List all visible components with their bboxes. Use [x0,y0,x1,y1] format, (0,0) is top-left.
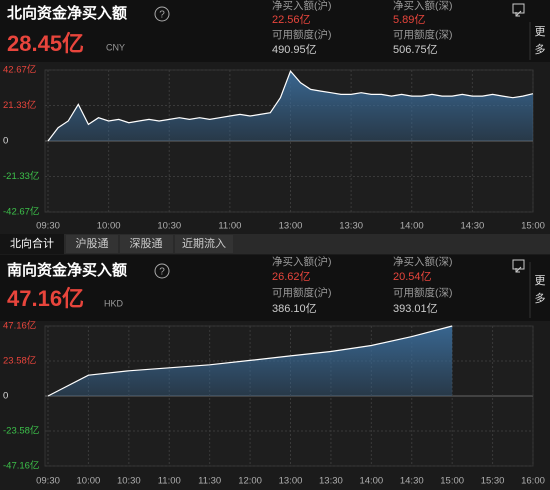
area [48,71,533,141]
stat-value: 506.75亿 [393,43,438,56]
tab[interactable] [175,235,233,253]
x-tick-label: 10:30 [117,476,141,487]
stat-value: 393.01亿 [393,302,438,315]
stat-value: 20.54亿 [393,270,432,283]
south-header [0,255,550,321]
tab-label[interactable]: 近期流入 [182,236,226,250]
tab[interactable] [66,235,118,253]
stat-label: 净买入额(深) [393,0,453,12]
tab-label[interactable]: 深股通 [130,237,163,250]
x-tick-label: 15:30 [481,476,505,487]
stat-label: 净买入额(沪) [272,0,332,12]
stat-label: 可用额度(沪) [272,286,332,299]
x-tick-label: 12:00 [238,476,262,487]
tab[interactable] [120,235,173,253]
x-tick-label: 14:30 [460,221,484,232]
screen-icon[interactable] [512,259,525,273]
y-tick-label: -42.67亿 [3,206,39,218]
x-tick-label: 10:00 [97,221,121,232]
help-icon[interactable] [154,6,170,22]
x-tick-label: 15:00 [521,221,545,232]
y-tick-label: 0 [3,391,8,402]
stat-value: 490.95亿 [272,43,317,56]
x-tick-label: 14:00 [359,476,383,487]
tab-label[interactable]: 沪股通 [76,236,109,250]
south-currency: HKD [104,298,124,308]
screen-icon[interactable] [512,3,525,17]
help-icon-glyph: ? [159,10,165,21]
x-tick-label: 13:30 [339,221,363,232]
y-tick-label: 23.58亿 [3,355,36,367]
stat-value: 386.10亿 [272,302,317,315]
x-tick-label: 09:30 [36,476,60,487]
x-tick-label: 11:30 [198,476,221,487]
y-tick-label: 0 [3,136,8,147]
y-tick-label: -47.16亿 [3,460,39,472]
south-net: 47.16亿 [7,286,84,311]
north-header [0,0,550,62]
more-button[interactable]: 更 [535,26,546,38]
y-tick-label: -23.58亿 [3,425,39,437]
x-tick-label: 09:30 [36,221,60,232]
x-tick-label: 14:30 [400,476,424,487]
stat-label: 可用额度(深) [393,28,453,41]
x-tick-label: 10:30 [157,221,181,232]
x-tick-label: 16:00 [521,476,545,487]
stat-value: 5.89亿 [393,13,425,26]
x-tick-label: 10:00 [77,476,101,487]
help-icon[interactable] [154,263,170,279]
line [47,325,453,397]
x-tick-label: 13:00 [279,221,303,232]
x-tick-label: 11:00 [158,476,181,487]
north-title: 北向资金净买入额 [7,4,127,22]
stat-value: 22.56亿 [272,13,311,26]
tab-label[interactable]: 北向合计 [10,236,54,250]
x-tick-label: 14:00 [400,221,424,232]
south-title: 南向资金净买入额 [7,261,127,279]
stat-value: 26.62亿 [272,270,311,283]
stat-label: 净买入额(沪) [272,255,332,268]
y-tick-label: -21.33亿 [3,170,39,182]
stat-label: 可用额度(深) [393,286,453,299]
help-icon-glyph: ? [159,267,165,278]
tab-active[interactable] [0,234,64,254]
y-tick-label: 21.33亿 [3,99,36,111]
stat-label: 净买入额(深) [393,255,453,268]
more-button[interactable]: 更 [535,275,546,287]
x-tick-label: 15:00 [440,476,464,487]
y-tick-label: 42.67亿 [3,64,36,76]
stat-label: 可用额度(沪) [272,28,332,41]
y-tick-label: 47.16亿 [3,320,36,332]
north-net: 28.45亿 [7,31,84,56]
more-button[interactable]: 多 [535,291,546,305]
x-tick-label: 13:00 [279,476,303,487]
x-tick-label: 13:30 [319,476,343,487]
north-currency: CNY [106,42,125,52]
x-tick-label: 11:00 [218,221,241,232]
line [47,69,534,142]
more-button[interactable]: 多 [535,42,546,56]
